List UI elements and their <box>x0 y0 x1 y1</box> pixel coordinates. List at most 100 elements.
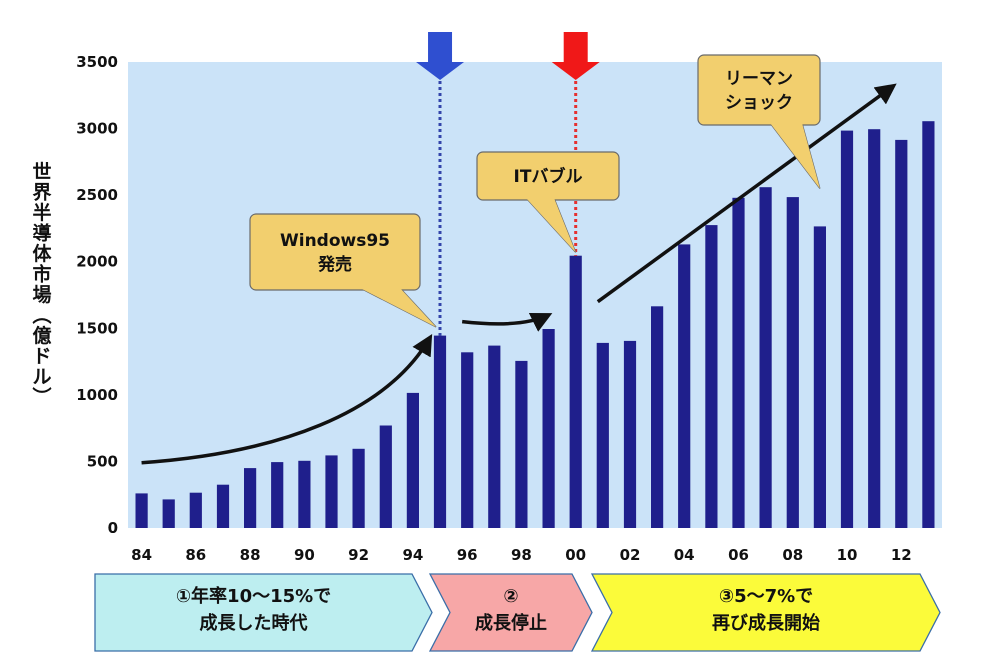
callout-text-line: リーマン <box>725 69 793 89</box>
x-tick-label: 06 <box>728 546 749 564</box>
bar-91 <box>325 455 338 528</box>
bar-06 <box>732 197 745 529</box>
y-label-char: 半 <box>32 201 51 224</box>
bar-09 <box>813 226 826 528</box>
bar-98 <box>515 360 528 528</box>
y-tick-label: 1500 <box>76 319 118 337</box>
y-label-char: ︶ <box>32 386 51 409</box>
callout-pointer-fill <box>526 198 576 253</box>
x-tick-label: 00 <box>565 546 586 564</box>
y-tick-label: 3000 <box>76 120 118 138</box>
x-tick-label: 86 <box>185 546 206 564</box>
callout-text-line: 発売 <box>317 254 352 275</box>
marker-arrow-red-icon <box>551 32 600 80</box>
phase-text-line: 再び成長開始 <box>712 612 820 634</box>
x-tick-label: 84 <box>131 546 152 564</box>
phase-2: ② 成長停止 <box>428 573 593 652</box>
callout-box <box>697 54 821 126</box>
y-ticks: 0 500 1000 1500 2000 2500 3000 3500 <box>76 53 118 537</box>
bar-94 <box>406 392 419 528</box>
bar-99 <box>542 329 555 528</box>
phase-text-line: 成長した時代 <box>200 612 308 634</box>
marker-arrow-blue-icon <box>416 32 465 80</box>
bars-layer <box>135 121 935 529</box>
bar-02 <box>623 340 637 528</box>
trend-arrows <box>141 83 897 465</box>
x-tick-label: 88 <box>240 546 261 564</box>
bar-93 <box>379 425 392 528</box>
y-label-char: ド <box>32 346 51 368</box>
bar-87 <box>216 484 230 528</box>
bar-85 <box>162 499 175 528</box>
x-tick-label: 94 <box>402 546 423 564</box>
phase-arrow-shape <box>590 573 941 652</box>
trend-arrow-phase1 <box>141 333 433 465</box>
y-tick-label: 3500 <box>76 53 118 71</box>
callout-text-line: ITバブル <box>514 166 583 187</box>
callout-pointer-fill <box>770 123 820 189</box>
bar-95 <box>433 335 447 528</box>
trend-arrow-phase2 <box>461 312 553 332</box>
bar-84 <box>135 493 148 528</box>
bar-08 <box>786 197 799 528</box>
callout-pointer-fill <box>360 288 437 327</box>
phase-text-line: ③5～7%で <box>719 586 813 607</box>
callout-box <box>249 213 421 291</box>
phase-text-line: ①年率10～15%で <box>176 585 331 607</box>
bar-92 <box>352 448 365 528</box>
bar-12 <box>895 139 908 528</box>
x-tick-label: 02 <box>620 546 641 564</box>
bar-89 <box>271 462 284 528</box>
x-tick-label: 98 <box>511 546 532 564</box>
y-label-char: ル <box>32 366 51 388</box>
x-tick-label: 08 <box>782 546 803 564</box>
y-label-char: ︵ <box>32 305 51 327</box>
bar-04 <box>678 244 691 528</box>
phase-text-line: 成長停止 <box>475 612 547 634</box>
bar-97 <box>488 345 501 528</box>
phase-arrow-shape <box>94 573 433 652</box>
event-markers <box>416 32 600 336</box>
bar-96 <box>461 352 474 528</box>
x-tick-label: 90 <box>294 546 315 564</box>
bar-07 <box>759 187 772 528</box>
y-label-char: 界 <box>32 182 51 204</box>
bar-86 <box>189 492 202 528</box>
trend-arrow-phase3 <box>596 83 897 304</box>
x-tick-label: 12 <box>891 546 912 564</box>
x-tick-label: 92 <box>348 546 369 564</box>
callout-text-line: Windows95 <box>280 231 390 251</box>
callout-1: ITバブル <box>476 151 620 253</box>
callout-0: Windows95 発売 <box>249 213 437 328</box>
bar-10 <box>840 130 854 528</box>
y-tick-label: 500 <box>87 452 118 470</box>
bar-90 <box>298 460 311 528</box>
bar-00 <box>569 255 582 528</box>
y-tick-label: 2000 <box>76 253 118 271</box>
y-label-char: 億 <box>32 324 51 347</box>
x-tick-label: 10 <box>837 546 858 564</box>
x-tick-label: 04 <box>674 546 695 564</box>
bar-13 <box>922 121 935 528</box>
bar-01 <box>596 342 609 528</box>
bar-88 <box>244 468 257 528</box>
y-label-char: 市 <box>32 263 51 286</box>
callout-text-line: ショック <box>725 93 793 113</box>
y-label-char: 体 <box>32 242 52 265</box>
x-tick-label: 96 <box>457 546 478 564</box>
bar-03 <box>651 306 664 528</box>
y-tick-label: 2500 <box>76 186 118 204</box>
y-tick-label: 0 <box>108 519 118 537</box>
phase-arrow-shape <box>428 573 593 652</box>
bar-05 <box>705 225 718 528</box>
x-ticks: 84 86 88 90 92 94 96 98 00 02 04 06 08 10 12 <box>131 546 912 564</box>
y-label-char: 場 <box>32 284 51 306</box>
phase-text-line: ② <box>503 586 518 607</box>
y-label-char: 導 <box>32 222 51 245</box>
